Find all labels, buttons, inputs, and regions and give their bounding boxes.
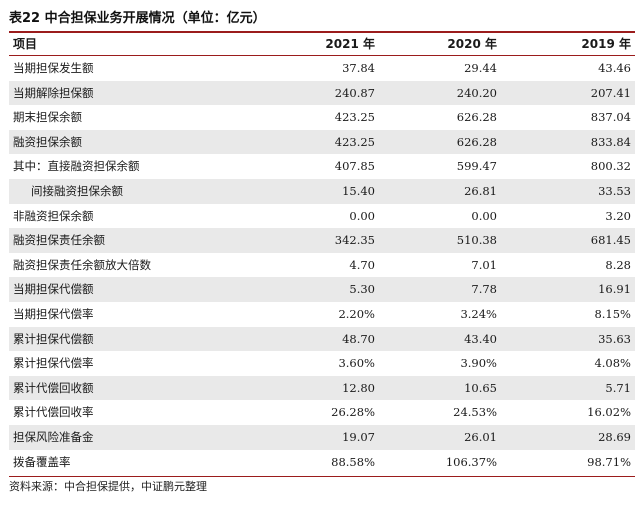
cell-value: 88.58% [331, 454, 375, 469]
cell-value: 407.85 [334, 159, 375, 174]
cell-value: 12.80 [342, 380, 375, 395]
cell-value: 0.00 [471, 208, 497, 223]
row-label: 其中：直接融资担保余额 [13, 159, 140, 174]
header-2021: 2021 年 [325, 37, 375, 51]
cell-value: 7.01 [471, 257, 497, 272]
cell-value: 33.53 [598, 183, 631, 198]
cell-value: 43.40 [464, 331, 497, 346]
cell-value: 16.91 [598, 282, 631, 297]
table-row: 累计担保代偿额 48.70 43.40 35.63 [9, 326, 635, 352]
row-label: 当期解除担保额 [13, 85, 94, 100]
table-row: 期末担保余额 423.25 626.28 837.04 [9, 105, 635, 130]
cell-value: 800.32 [590, 159, 631, 174]
table-row: 其中：直接融资担保余额 407.85 599.47 800.32 [9, 154, 635, 179]
source-note: 资料来源：中合担保提供，中证鹏元整理 [9, 480, 207, 493]
row-label: 间接融资担保余额 [31, 183, 123, 198]
table-row: 融资担保责任余额放大倍数 4.70 7.01 8.28 [9, 253, 635, 278]
cell-value: 24.53% [453, 405, 497, 420]
cell-value: 4.08% [594, 356, 631, 371]
cell-value: 19.07 [342, 429, 375, 444]
cell-value: 599.47 [456, 159, 497, 174]
cell-value: 26.81 [464, 183, 497, 198]
table-row: 累计担保代偿率 3.60% 3.90% 4.08% [9, 351, 635, 376]
table-row: 当期解除担保额 240.87 240.20 207.41 [9, 80, 635, 106]
table-row: 累计代偿回收率 26.28% 24.53% 16.02% [9, 400, 635, 425]
cell-value: 3.90% [460, 356, 497, 371]
header-item: 项目 [13, 37, 38, 51]
table-row: 当期担保发生额 37.84 29.44 43.46 [9, 56, 635, 81]
bottom-rule [9, 476, 635, 477]
header-2020: 2020 年 [447, 37, 497, 51]
cell-value: 26.01 [464, 429, 497, 444]
cell-value: 207.41 [590, 85, 631, 100]
cell-value: 43.46 [598, 61, 631, 75]
cell-value: 7.78 [471, 282, 497, 297]
cell-value: 0.00 [349, 208, 375, 223]
table-row: 拨备覆盖率 88.58% 106.37% 98.71% [9, 450, 635, 475]
table-title: 表22 中合担保业务开展情况（单位：亿元） [9, 11, 266, 26]
cell-value: 3.24% [460, 306, 497, 321]
cell-value: 106.37% [445, 454, 497, 469]
table-row: 累计代偿回收额 12.80 10.65 5.71 [9, 375, 635, 401]
row-label: 当期担保发生额 [13, 61, 94, 75]
cell-value: 48.70 [342, 331, 375, 346]
cell-value: 4.70 [349, 257, 375, 272]
cell-value: 10.65 [464, 380, 497, 395]
row-label: 融资担保责任余额放大倍数 [13, 257, 151, 272]
cell-value: 626.28 [456, 110, 497, 125]
cell-value: 26.28% [331, 405, 375, 420]
cell-value: 37.84 [342, 61, 375, 75]
cell-value: 29.44 [464, 61, 497, 75]
cell-value: 2.20% [338, 306, 375, 321]
cell-value: 837.04 [590, 110, 631, 125]
table-row: 融资担保余额 423.25 626.28 833.84 [9, 129, 635, 155]
row-label: 累计担保代偿额 [13, 331, 94, 346]
cell-value: 3.20 [605, 208, 631, 223]
table-row: 融资担保责任余额 342.35 510.38 681.45 [9, 228, 635, 253]
cell-value: 35.63 [598, 331, 631, 346]
row-label: 拨备覆盖率 [13, 454, 71, 469]
cell-value: 833.84 [590, 134, 631, 149]
row-label: 融资担保责任余额 [13, 233, 105, 248]
cell-value: 681.45 [590, 233, 631, 248]
header-2019: 2019 年 [581, 37, 631, 51]
row-label: 累计代偿回收额 [13, 380, 94, 395]
cell-value: 15.40 [342, 183, 375, 198]
row-label: 累计代偿回收率 [13, 405, 94, 420]
row-label: 融资担保余额 [13, 134, 82, 149]
cell-value: 16.02% [587, 405, 631, 420]
table-row: 非融资担保余额 0.00 0.00 3.20 [9, 204, 635, 229]
cell-value: 423.25 [334, 134, 375, 149]
cell-value: 28.69 [598, 429, 631, 444]
cell-value: 626.28 [456, 134, 497, 149]
table-header: 项目 2021 年 2020 年 2019 年 [9, 33, 635, 55]
cell-value: 8.15% [594, 306, 631, 321]
table-row: 间接融资担保余额 15.40 26.81 33.53 [9, 178, 635, 204]
cell-value: 510.38 [456, 233, 497, 248]
cell-value: 5.30 [349, 282, 375, 297]
cell-value: 98.71% [587, 454, 631, 469]
cell-value: 8.28 [605, 257, 631, 272]
cell-value: 240.87 [334, 85, 375, 100]
row-label: 当期担保代偿率 [13, 306, 94, 321]
top-rule [9, 31, 635, 33]
row-label: 当期担保代偿额 [13, 282, 94, 297]
table-row: 当期担保代偿率 2.20% 3.24% 8.15% [9, 302, 635, 327]
row-label: 担保风险准备金 [13, 429, 94, 444]
cell-value: 3.60% [338, 356, 375, 371]
header-rule [9, 55, 635, 56]
cell-value: 423.25 [334, 110, 375, 125]
table-body: 当期担保发生额 37.84 29.44 43.46 当期解除担保额 240.87 240.2… [9, 56, 635, 474]
cell-value: 240.20 [456, 85, 497, 100]
cell-value: 342.35 [334, 233, 375, 248]
table-row: 担保风险准备金 19.07 26.01 28.69 [9, 424, 635, 450]
table-row: 当期担保代偿额 5.30 7.78 16.91 [9, 277, 635, 302]
row-label: 累计担保代偿率 [13, 356, 94, 371]
row-label: 期末担保余额 [13, 110, 82, 125]
row-label: 非融资担保余额 [13, 208, 94, 223]
cell-value: 5.71 [605, 380, 631, 395]
